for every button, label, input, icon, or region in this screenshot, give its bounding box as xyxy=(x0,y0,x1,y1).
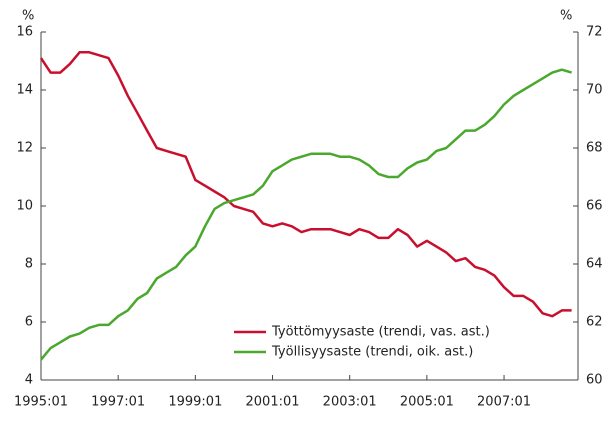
data-line xyxy=(40,68,572,361)
x-tick-label: 2003:01 xyxy=(323,395,377,410)
x-tick-label: 2005:01 xyxy=(400,395,454,410)
y-tick-label: 8 xyxy=(25,257,33,272)
y2-axis-label: % xyxy=(560,9,572,24)
x-tick-label: 1997:01 xyxy=(91,395,145,410)
y2-tick-label: 64 xyxy=(586,257,603,272)
y-tick-label: 10 xyxy=(16,199,33,214)
data-line xyxy=(39,51,572,318)
y-tick-label: 16 xyxy=(16,25,33,40)
legend-label: Työllisyysaste (trendi, oik. ast.) xyxy=(271,345,473,360)
x-tick-label: 2007:01 xyxy=(477,395,531,410)
y2-tick-label: 60 xyxy=(586,373,603,388)
legend-label: Työttömyysaste (trendi, vas. ast.) xyxy=(271,325,490,340)
y-tick-label: 4 xyxy=(25,373,33,388)
x-tick-label: 1995:01 xyxy=(14,395,68,410)
y2-tick-label: 62 xyxy=(586,315,603,330)
x-tick-label: 2001:01 xyxy=(246,395,300,410)
y2-tick-label: 66 xyxy=(586,199,603,214)
y2-tick-label: 70 xyxy=(586,83,603,98)
y2-tick-label: 68 xyxy=(586,141,603,156)
y-tick-label: 12 xyxy=(16,141,33,156)
x-tick-label: 1999:01 xyxy=(168,395,222,410)
y-axis-label: % xyxy=(22,9,34,24)
y-tick-label: 6 xyxy=(25,315,33,330)
y-tick-label: 14 xyxy=(16,83,33,98)
y2-tick-label: 72 xyxy=(586,25,603,40)
